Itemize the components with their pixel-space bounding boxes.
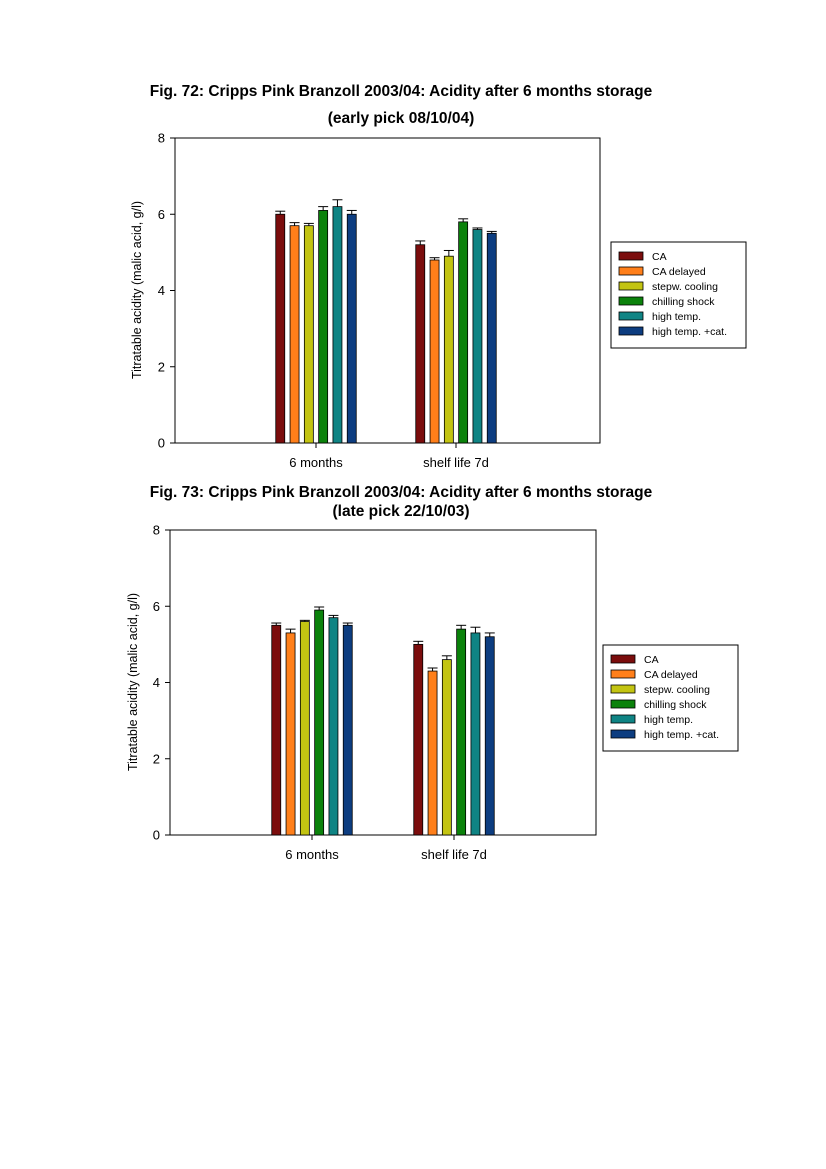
fig72-bar [486, 232, 497, 444]
fig73-legend-label: chilling shock [644, 699, 707, 711]
fig72-legend-swatch [618, 326, 644, 336]
fig73-legend-label: CA delayed [644, 669, 698, 681]
fig73-bar [484, 636, 495, 836]
fig72-bar [332, 206, 343, 444]
fig72-legend-swatch [618, 266, 644, 276]
fig72-legend-swatch [618, 251, 644, 261]
fig72-category-label: shelf life 7d [423, 455, 489, 470]
fig72-ytick-label: 0 [158, 436, 165, 451]
fig72-legend-label: stepw. cooling [652, 281, 718, 293]
fig72-y-axis-label: Titratable acidity (malic acid, g/l) [130, 201, 144, 379]
fig72-bar [458, 221, 469, 444]
fig73-bar [342, 624, 353, 836]
fig72-legend-swatch [618, 311, 644, 321]
fig73-category-label: 6 months [285, 847, 339, 862]
fig72-bar [472, 229, 483, 444]
fig72-bar [318, 210, 329, 444]
fig73-bar [470, 632, 481, 836]
fig72-bar [443, 255, 454, 444]
fig73-legend-label: stepw. cooling [644, 684, 710, 696]
fig72-bar [346, 213, 357, 444]
fig73-legend-swatch [610, 714, 636, 724]
fig72-bar [289, 225, 300, 444]
fig73-legend-swatch [610, 684, 636, 694]
fig72-legend-label: chilling shock [652, 296, 715, 308]
fig72-title: Fig. 72: Cripps Pink Branzoll 2003/04: A… [149, 83, 653, 100]
fig72-legend-label: CA delayed [652, 266, 706, 278]
fig72-plot-frame [174, 137, 601, 444]
fig72-legend-label: high temp. +cat. [652, 326, 727, 338]
fig72-legend-swatch [618, 296, 644, 306]
fig72-ytick-label: 4 [158, 283, 165, 298]
fig73-category-label: shelf life 7d [421, 847, 487, 862]
fig73-y-axis-label: Titratable acidity (malic acid, g/l) [126, 593, 140, 771]
fig73-ytick-label: 4 [153, 675, 160, 690]
fig73-ytick-label: 0 [153, 828, 160, 843]
fig72-legend-label: high temp. [652, 311, 701, 323]
fig73-bar [314, 609, 325, 836]
fig72-bar [275, 213, 286, 444]
fig72-category-label: 6 months [289, 455, 343, 470]
fig72-ytick-label: 6 [158, 207, 165, 222]
fig72-ytick-label: 2 [158, 359, 165, 374]
fig72-bar [303, 225, 314, 444]
fig73-legend-label: CA [644, 654, 659, 666]
fig73-ytick-label: 6 [153, 599, 160, 614]
fig73-plot-frame [169, 529, 597, 836]
fig73-ytick-label: 8 [153, 523, 160, 538]
fig73-ytick-label: 2 [153, 751, 160, 766]
fig73-bar [285, 632, 296, 836]
fig73-legend-swatch [610, 729, 636, 739]
fig72-ytick-label: 8 [158, 131, 165, 146]
fig73-bar [413, 643, 424, 836]
fig72-bar [415, 244, 426, 444]
fig72-bar [429, 259, 440, 444]
fig73-bar [328, 617, 339, 836]
fig72-subtitle: (early pick 08/10/04) [327, 110, 475, 127]
fig72-legend-swatch [618, 281, 644, 291]
fig73-bar [441, 659, 452, 836]
fig73-legend-label: high temp. +cat. [644, 729, 719, 741]
fig73-title: Fig. 73: Cripps Pink Branzoll 2003/04: A… [149, 484, 653, 501]
fig73-legend-swatch [610, 654, 636, 664]
fig73-bar [299, 621, 310, 836]
fig73-legend-swatch [610, 669, 636, 679]
fig73-legend-swatch [610, 699, 636, 709]
fig73-legend-label: high temp. [644, 714, 693, 726]
fig73-bar [456, 628, 467, 836]
fig73-bar [271, 624, 282, 836]
fig73-subtitle: (late pick 22/10/03) [332, 503, 470, 520]
fig72-legend-label: CA [652, 251, 667, 263]
fig73-bar [427, 670, 438, 836]
